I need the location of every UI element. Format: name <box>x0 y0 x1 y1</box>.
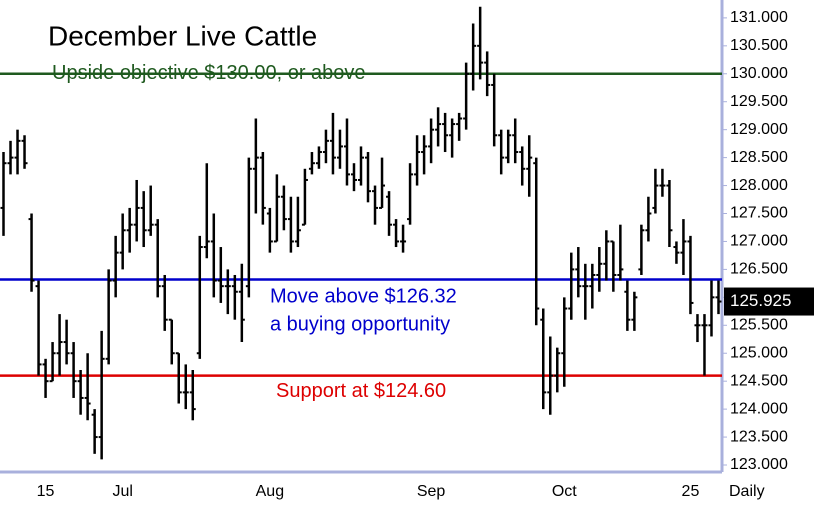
level-label: Upside objective $130.00, or above <box>52 62 366 84</box>
y-tick-label: 126.500 <box>730 261 788 278</box>
y-tick-label: 129.500 <box>730 93 788 110</box>
y-tick-label: 128.500 <box>730 149 788 166</box>
y-tick-label: 130.000 <box>730 65 788 82</box>
y-tick-label: 130.500 <box>730 37 788 54</box>
y-tick-label: 125.500 <box>730 317 788 334</box>
y-tick-label: 128.000 <box>730 177 788 194</box>
last-price-box <box>724 287 814 316</box>
x-tick-label: 15 <box>37 483 55 500</box>
last-price-label: 125.925 <box>730 291 791 310</box>
level-label: Support at $124.60 <box>276 380 446 402</box>
x-tick-label: 25 <box>682 483 700 500</box>
x-axis-label: Daily <box>729 483 765 500</box>
y-tick-label: 123.500 <box>730 428 788 445</box>
y-tick-label: 123.000 <box>730 456 788 473</box>
x-tick-label: Sep <box>417 483 446 500</box>
x-tick-label: Aug <box>256 483 284 500</box>
y-tick-label: 129.000 <box>730 121 788 138</box>
y-tick-label: 124.500 <box>730 372 788 389</box>
level-label: Move above $126.32 <box>270 286 457 308</box>
y-tick-label: 127.000 <box>730 233 788 250</box>
y-tick-label: 131.000 <box>730 9 788 26</box>
x-tick-label: Jul <box>112 483 132 500</box>
x-tick-label: Oct <box>552 483 577 500</box>
y-tick-label: 127.500 <box>730 205 788 222</box>
y-tick-label: 124.000 <box>730 400 788 417</box>
y-tick-label: 125.000 <box>730 344 788 361</box>
level-label: a buying opportunity <box>270 314 450 336</box>
chart-title: December Live Cattle <box>48 20 317 51</box>
